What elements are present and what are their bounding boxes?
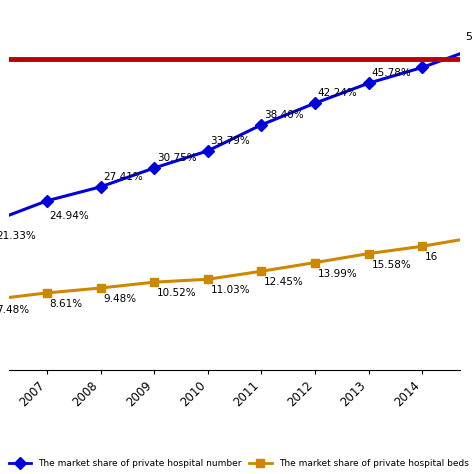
Text: 27.41%: 27.41% bbox=[103, 172, 143, 182]
Text: 16: 16 bbox=[425, 252, 438, 263]
Text: 38.40%: 38.40% bbox=[264, 110, 304, 120]
Text: 33.79%: 33.79% bbox=[210, 136, 250, 146]
Text: 10.52%: 10.52% bbox=[157, 288, 197, 298]
Text: 24.94%: 24.94% bbox=[50, 211, 90, 221]
Text: 9.48%: 9.48% bbox=[103, 294, 137, 304]
Text: 7.48%: 7.48% bbox=[0, 305, 29, 315]
Text: 8.61%: 8.61% bbox=[50, 299, 83, 309]
Text: 5: 5 bbox=[465, 32, 472, 42]
Text: 15.58%: 15.58% bbox=[371, 260, 411, 270]
Text: 13.99%: 13.99% bbox=[318, 269, 357, 279]
Text: 12.45%: 12.45% bbox=[264, 277, 304, 287]
Text: 11.03%: 11.03% bbox=[210, 285, 250, 295]
Text: 21.33%: 21.33% bbox=[0, 231, 36, 241]
Text: 30.75%: 30.75% bbox=[157, 153, 197, 163]
Text: 45.78%: 45.78% bbox=[371, 68, 411, 78]
Text: 42.24%: 42.24% bbox=[318, 88, 357, 99]
Legend: The market share of private hospital number, The market share of private hospita: The market share of private hospital num… bbox=[5, 456, 473, 472]
